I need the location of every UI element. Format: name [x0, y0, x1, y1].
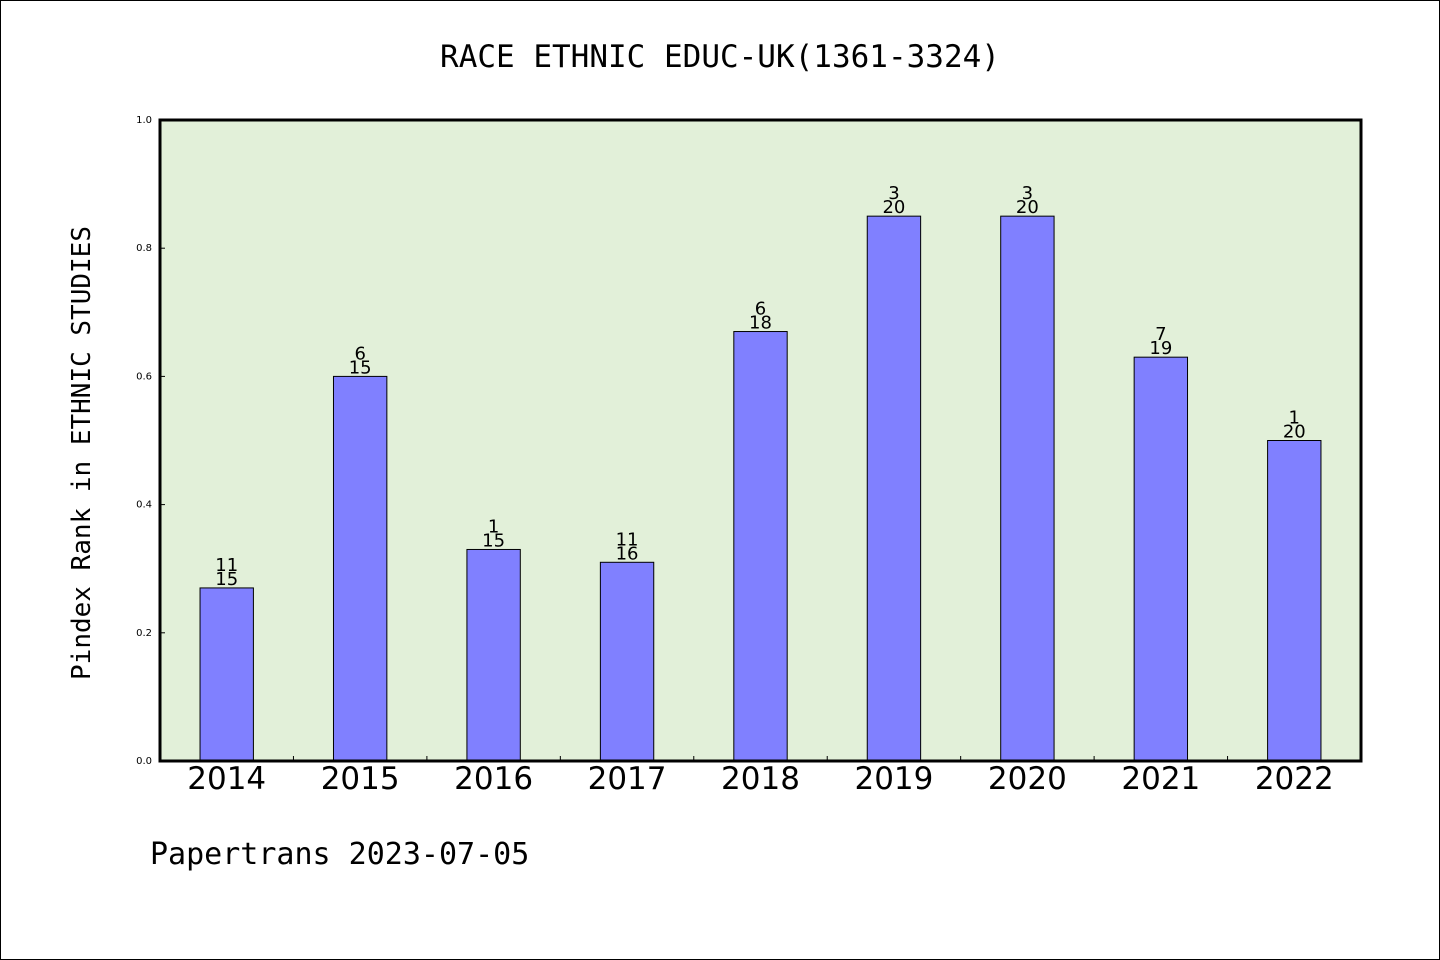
y-tick-label-0.0: 0.0 — [136, 756, 152, 767]
x-tick-label-2019: 2019 — [854, 761, 933, 797]
bar-2019 — [866, 215, 922, 762]
y-tick-label-0.8: 0.8 — [136, 243, 152, 254]
bars-group — [199, 215, 1322, 762]
bar-rank-label-2015: 6 — [354, 343, 365, 364]
y-axis-label: Pindex Rank in ETHNIC STUDIES — [67, 226, 97, 680]
y-tick-label-0.6: 0.6 — [136, 371, 152, 382]
chart-title: RACE ETHNIC EDUC-UK(1361-3324) — [440, 39, 1000, 75]
bar-total-label-2019: 20 — [882, 197, 905, 218]
bar-rank-label-2017: 11 — [616, 529, 639, 550]
x-tick-label-2022: 2022 — [1255, 761, 1334, 797]
bar-2014 — [199, 587, 254, 762]
bar-total-label-2017: 16 — [616, 543, 639, 564]
x-tick-label-2014: 2014 — [187, 761, 266, 797]
bar-rank-label-2021: 7 — [1155, 324, 1166, 345]
x-tick-label-2016: 2016 — [454, 761, 533, 797]
bar-rank-label-2018: 6 — [755, 299, 766, 320]
bar-2020 — [1000, 215, 1055, 762]
x-tick-label-2021: 2021 — [1121, 761, 1200, 797]
bar-2018 — [733, 331, 788, 762]
bar-rank-label-2019: 3 — [888, 183, 899, 204]
x-tick-label-2020: 2020 — [988, 761, 1067, 797]
bar-2017 — [599, 561, 655, 762]
bar-rank-label-2022: 1 — [1289, 408, 1300, 429]
bar-total-label-2018: 18 — [749, 313, 772, 334]
bar-total-label-2016: 15 — [482, 530, 505, 551]
y-tick-label-1.0: 1.0 — [136, 115, 152, 126]
y-tick-label-0.4: 0.4 — [136, 500, 152, 511]
plot-border — [158, 118, 1363, 763]
bar-total-label-2022: 20 — [1283, 422, 1306, 443]
bar-rank-label-2020: 3 — [1022, 183, 1033, 204]
x-tick-label-2017: 2017 — [588, 761, 667, 797]
bar-rank-label-2014: 11 — [215, 555, 238, 576]
y-tick-label-0.2: 0.2 — [136, 628, 152, 639]
footer-credit: Papertrans 2023-07-05 — [150, 837, 529, 872]
x-tick-label-2018: 2018 — [721, 761, 800, 797]
bar-2022 — [1267, 440, 1322, 762]
x-axis-ticks: 2014 2015 2016 2017 2018 2019 2020 2021 2022 — [187, 756, 1334, 797]
bar-total-label-2014: 15 — [215, 569, 238, 590]
bar-total-label-2015: 15 — [349, 357, 372, 378]
bar-total-label-2021: 19 — [1149, 338, 1172, 359]
bar-2016 — [466, 548, 521, 762]
x-tick-label-2015: 2015 — [321, 761, 400, 797]
bar-rank-label-2016: 1 — [488, 516, 499, 537]
bar-2021 — [1133, 356, 1189, 762]
bar-2015 — [332, 375, 388, 762]
bar-total-label-2020: 20 — [1016, 197, 1039, 218]
